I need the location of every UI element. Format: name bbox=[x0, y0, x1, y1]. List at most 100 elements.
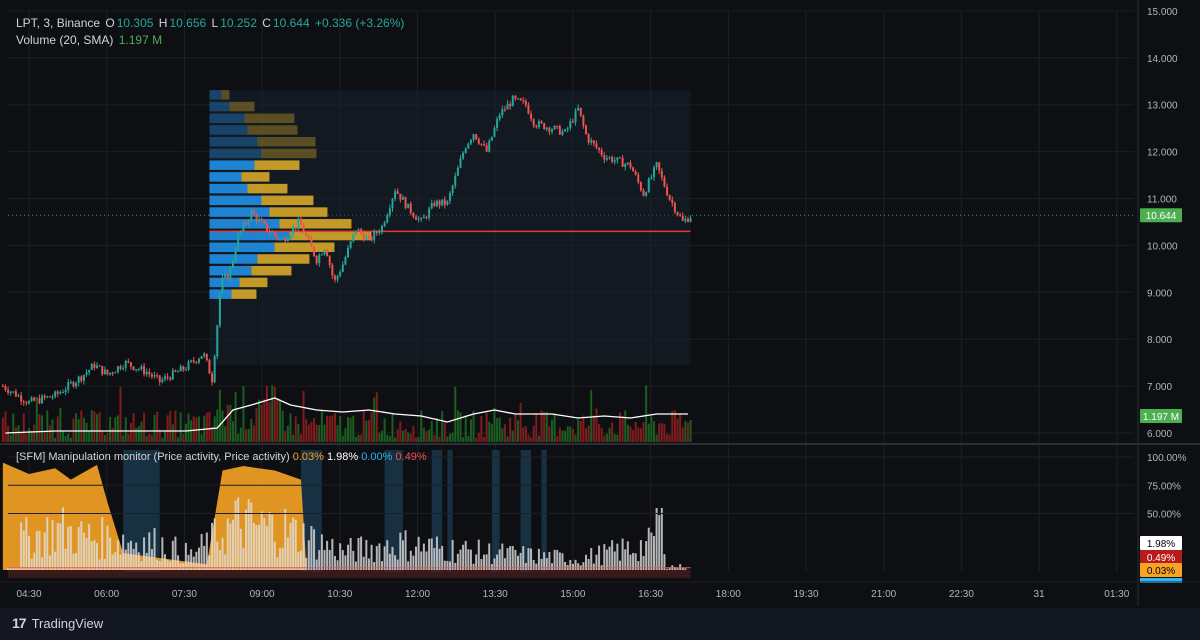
candle-body bbox=[179, 366, 182, 372]
candle-body bbox=[490, 136, 493, 141]
candle-body bbox=[177, 371, 180, 373]
candle-body bbox=[258, 218, 261, 222]
time-tick-label: 06:00 bbox=[94, 589, 119, 600]
volume-bar bbox=[333, 413, 336, 442]
volume-label[interactable]: Volume (20, SMA) bbox=[16, 33, 114, 47]
volume-bar bbox=[592, 415, 595, 442]
candle-body bbox=[124, 361, 127, 368]
candle-body bbox=[315, 255, 318, 264]
candle-body bbox=[592, 140, 595, 144]
tradingview-mark-icon: 17 bbox=[12, 615, 27, 631]
white-activity-bar bbox=[456, 553, 459, 570]
candle-body bbox=[192, 360, 195, 362]
candle-body bbox=[54, 391, 57, 397]
white-activity-bar bbox=[459, 549, 462, 570]
candle-body bbox=[668, 195, 671, 200]
volume-bar bbox=[17, 425, 20, 442]
candle-body bbox=[608, 157, 611, 159]
white-activity-bar bbox=[333, 555, 336, 570]
white-activity-bar bbox=[203, 545, 206, 570]
white-activity-bar bbox=[399, 532, 402, 570]
white-activity-bar bbox=[245, 509, 248, 570]
candle-body bbox=[451, 185, 454, 194]
volume-bar bbox=[307, 424, 310, 442]
white-activity-bar bbox=[51, 519, 54, 570]
white-activity-bar bbox=[242, 547, 245, 570]
indicator-badge-orange: 0.03% bbox=[1147, 566, 1175, 577]
white-activity-bar bbox=[179, 563, 182, 570]
candle-body bbox=[156, 375, 159, 377]
white-activity-bar bbox=[77, 527, 80, 570]
volume-bar bbox=[328, 416, 331, 442]
candle-body bbox=[224, 274, 227, 278]
white-activity-bar bbox=[208, 555, 211, 570]
white-activity-bar bbox=[56, 523, 59, 570]
white-activity-bar bbox=[192, 556, 195, 570]
candle-body bbox=[349, 241, 352, 248]
white-activity-bar bbox=[422, 543, 425, 570]
indicator-value-blue: 0.00% bbox=[361, 451, 393, 463]
candle-body bbox=[666, 186, 669, 196]
volume-bar bbox=[386, 434, 389, 442]
white-activity-bar bbox=[59, 523, 62, 570]
white-activity-bar bbox=[493, 558, 496, 570]
volume-bar bbox=[605, 433, 608, 442]
candle-body bbox=[82, 374, 85, 381]
volume-bar bbox=[483, 437, 486, 442]
candle-body bbox=[106, 369, 109, 375]
tradingview-logo[interactable]: 17 TradingView bbox=[12, 615, 103, 631]
white-activity-bar bbox=[666, 568, 669, 570]
white-activity-bar bbox=[352, 550, 355, 570]
white-activity-bar bbox=[603, 544, 606, 570]
white-activity-bar bbox=[532, 559, 535, 570]
candle-body bbox=[399, 193, 402, 200]
volume-bar bbox=[383, 418, 386, 442]
white-activity-bar bbox=[519, 552, 522, 570]
white-activity-bar bbox=[574, 559, 577, 570]
candle-body bbox=[268, 230, 271, 233]
white-activity-bar bbox=[35, 530, 38, 570]
candle-body bbox=[396, 191, 399, 194]
indicator-title[interactable]: [SFM] Manipulation monitor (Price activi… bbox=[16, 451, 290, 463]
volume-bar bbox=[179, 412, 182, 442]
volume-bar bbox=[485, 412, 488, 442]
volume-bar bbox=[302, 390, 305, 442]
candle-body bbox=[564, 129, 567, 132]
white-activity-bar bbox=[315, 559, 318, 570]
white-activity-bar bbox=[624, 549, 627, 570]
candle-body bbox=[276, 235, 279, 239]
profile-bar-yellow bbox=[254, 160, 300, 170]
white-activity-bar bbox=[438, 548, 441, 570]
volume-bar bbox=[503, 424, 506, 442]
volume-bar bbox=[349, 417, 352, 442]
white-activity-bar bbox=[153, 528, 156, 570]
white-activity-bar bbox=[286, 537, 289, 570]
white-activity-bar bbox=[88, 524, 91, 570]
volume-bar bbox=[75, 413, 78, 442]
white-activity-bar bbox=[226, 518, 229, 570]
candle-body bbox=[415, 216, 418, 220]
candle-body bbox=[404, 197, 407, 209]
white-activity-bar bbox=[237, 497, 240, 570]
symbol-label[interactable]: LPT, 3, Binance bbox=[16, 16, 101, 30]
volume-bar bbox=[629, 426, 632, 442]
time-tick-label: 13:30 bbox=[483, 589, 508, 600]
candle-body bbox=[95, 365, 98, 368]
volume-bar bbox=[401, 430, 404, 442]
candle-body bbox=[182, 366, 185, 370]
volume-bar bbox=[72, 418, 75, 442]
white-activity-bar bbox=[61, 507, 64, 570]
candle-body bbox=[297, 218, 300, 229]
volume-bar bbox=[12, 413, 15, 442]
candle-body bbox=[485, 144, 488, 152]
candle-body bbox=[584, 125, 587, 135]
profile-bar-blue bbox=[209, 172, 242, 182]
candle-body bbox=[255, 214, 258, 222]
volume-badge: 1.197 M bbox=[1143, 412, 1179, 423]
volume-bar bbox=[404, 429, 407, 442]
white-activity-bar bbox=[433, 548, 436, 570]
white-activity-bar bbox=[174, 536, 177, 570]
candle-body bbox=[370, 236, 373, 241]
white-activity-bar bbox=[250, 502, 253, 570]
